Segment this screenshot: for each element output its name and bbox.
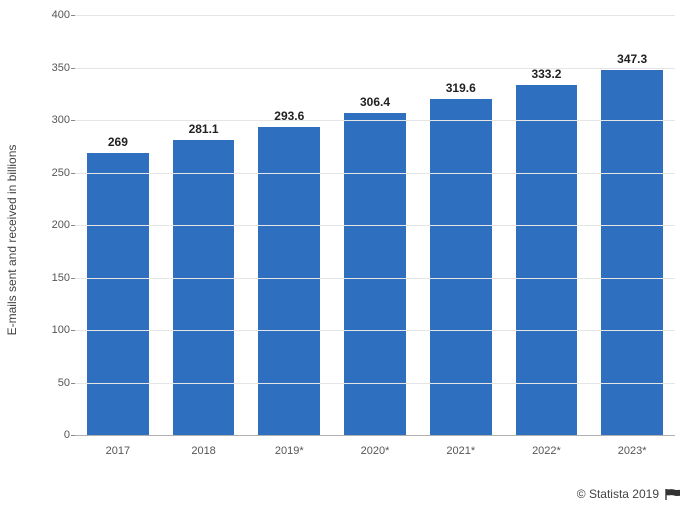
y-tick-label: 350: [40, 62, 70, 74]
y-tick: [71, 68, 75, 69]
gridline: [75, 15, 675, 16]
y-tick-label: 50: [40, 377, 70, 389]
y-tick-label: 200: [40, 219, 70, 231]
y-tick: [71, 15, 75, 16]
y-tick-label: 0: [40, 429, 70, 441]
bar: [173, 140, 235, 435]
attribution-footer: © Statista 2019: [577, 487, 681, 501]
x-tick-label: 2019*: [275, 445, 304, 457]
flag-icon: [665, 489, 681, 500]
y-tick: [71, 435, 75, 436]
gridline: [75, 120, 675, 121]
x-tick-label: 2020*: [361, 445, 390, 457]
x-tick-label: 2021*: [446, 445, 475, 457]
bar-value-label: 333.2: [531, 67, 561, 81]
y-tick-label: 400: [40, 9, 70, 21]
y-tick-label: 100: [40, 324, 70, 336]
gridline: [75, 173, 675, 174]
y-axis-label: E-mails sent and received in billions: [5, 145, 19, 336]
bar: [430, 99, 492, 435]
bar-value-label: 319.6: [446, 81, 476, 95]
y-tick: [71, 330, 75, 331]
bar-chart: E-mails sent and received in billions 26…: [20, 10, 680, 470]
bar-value-label: 281.1: [189, 122, 219, 136]
attribution-text: © Statista 2019: [577, 487, 659, 501]
gridline: [75, 383, 675, 384]
y-tick-label: 300: [40, 114, 70, 126]
bar: [601, 70, 663, 435]
plot-area: 2692017281.12018293.62019*306.42020*319.…: [75, 15, 675, 436]
x-tick-label: 2017: [106, 445, 130, 457]
bar-value-label: 269: [108, 135, 128, 149]
y-tick: [71, 120, 75, 121]
gridline: [75, 278, 675, 279]
bar-value-label: 347.3: [617, 52, 647, 66]
y-tick: [71, 225, 75, 226]
y-tick: [71, 383, 75, 384]
bar: [87, 153, 149, 435]
y-tick-label: 150: [40, 272, 70, 284]
y-tick: [71, 173, 75, 174]
x-tick-label: 2023*: [618, 445, 647, 457]
gridline: [75, 225, 675, 226]
x-tick-label: 2022*: [532, 445, 561, 457]
bar-value-label: 306.4: [360, 95, 390, 109]
x-tick-label: 2018: [191, 445, 215, 457]
y-tick: [71, 278, 75, 279]
gridline: [75, 330, 675, 331]
bar: [344, 113, 406, 435]
y-tick-label: 250: [40, 167, 70, 179]
gridline: [75, 68, 675, 69]
